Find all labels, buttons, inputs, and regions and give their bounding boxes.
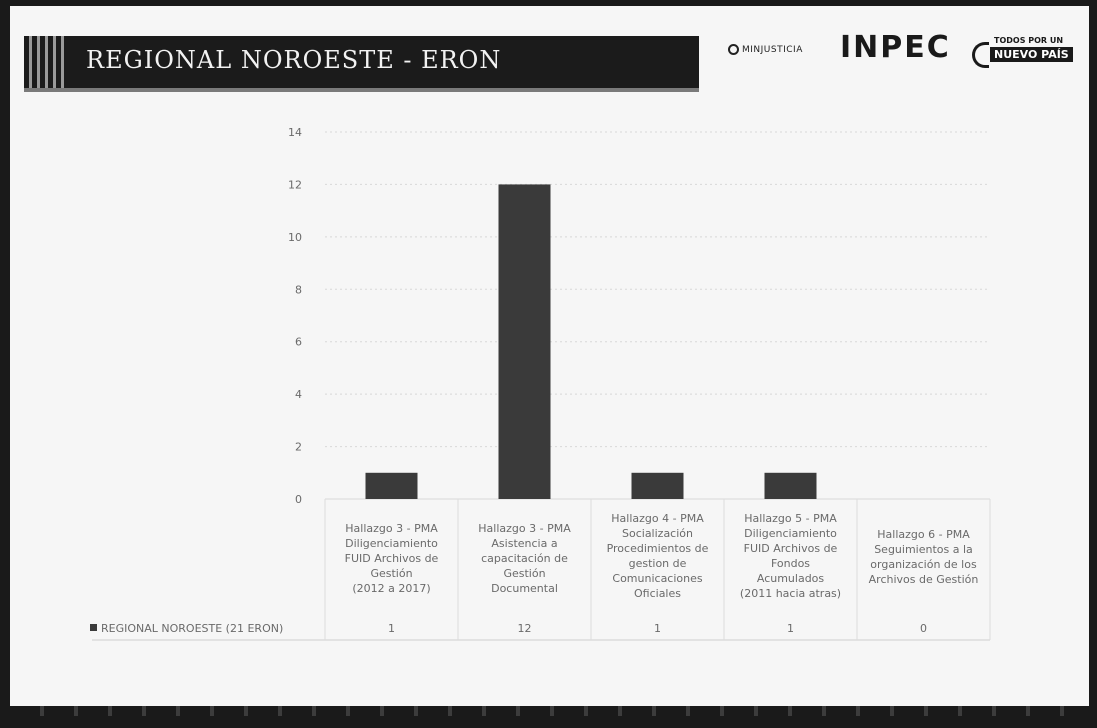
category-label: Acumulados bbox=[757, 572, 825, 585]
y-tick-label: 8 bbox=[295, 283, 302, 296]
category-label: Fondos bbox=[771, 557, 810, 570]
y-tick-label: 10 bbox=[288, 231, 302, 244]
slide: REGIONAL NOROESTE - ERON MINJUSTICIA INP… bbox=[10, 6, 1089, 716]
data-table-value: 12 bbox=[518, 622, 532, 635]
category-label: Hallazgo 5 - PMA bbox=[744, 512, 837, 525]
category-label: Diligenciamiento bbox=[345, 537, 438, 550]
y-tick-label: 2 bbox=[295, 441, 302, 454]
data-table-value: 0 bbox=[920, 622, 927, 635]
y-tick-label: 12 bbox=[288, 178, 302, 191]
bar bbox=[631, 472, 684, 499]
y-tick-label: 0 bbox=[295, 493, 302, 506]
bottom-bar bbox=[10, 706, 1089, 716]
category-label: Oficiales bbox=[634, 587, 681, 600]
category-label: Hallazgo 4 - PMA bbox=[611, 512, 704, 525]
y-tick-label: 4 bbox=[295, 388, 302, 401]
arc-icon bbox=[972, 42, 989, 68]
category-label: Diligenciamiento bbox=[744, 527, 837, 540]
legend-series-label: REGIONAL NOROESTE (21 ERON) bbox=[101, 622, 283, 635]
category-label: Socialización bbox=[622, 527, 693, 540]
inpec-logo: INPEC bbox=[840, 30, 951, 65]
category-label: Hallazgo 6 - PMA bbox=[877, 528, 970, 541]
category-label: capacitación de bbox=[481, 552, 568, 565]
category-label: Documental bbox=[491, 582, 558, 595]
y-tick-label: 6 bbox=[295, 336, 302, 349]
category-label: Hallazgo 3 - PMA bbox=[478, 522, 571, 535]
slide-title: REGIONAL NOROESTE - ERON bbox=[86, 46, 502, 74]
seal-icon bbox=[728, 44, 739, 55]
data-table-value: 1 bbox=[654, 622, 661, 635]
category-label: Hallazgo 3 - PMA bbox=[345, 522, 438, 535]
legend-swatch bbox=[90, 624, 97, 631]
logo-group: MINJUSTICIA INPEC TODOS POR UN NUEVO PAÍ… bbox=[710, 26, 1080, 76]
category-label: FUID Archivos de bbox=[345, 552, 439, 565]
category-label: gestion de bbox=[629, 557, 687, 570]
category-label: organización de los bbox=[870, 558, 977, 571]
category-label: Comunicaciones bbox=[612, 572, 702, 585]
category-label: Archivos de Gestión bbox=[869, 573, 979, 586]
bar bbox=[365, 472, 418, 499]
category-label: Gestión bbox=[503, 567, 545, 580]
minjusticia-logo: MINJUSTICIA bbox=[728, 44, 803, 55]
title-bar-stripes bbox=[24, 36, 68, 88]
category-label: Gestión bbox=[370, 567, 412, 580]
category-label: Procedimientos de bbox=[607, 542, 709, 555]
title-bar: REGIONAL NOROESTE - ERON bbox=[24, 36, 699, 92]
data-table-value: 1 bbox=[388, 622, 395, 635]
category-label: (2011 hacia atras) bbox=[740, 587, 841, 600]
category-label: Seguimientos a la bbox=[874, 543, 973, 556]
data-table-value: 1 bbox=[787, 622, 794, 635]
category-label: Asistencia a bbox=[491, 537, 557, 550]
category-label: (2012 a 2017) bbox=[352, 582, 430, 595]
category-label: FUID Archivos de bbox=[744, 542, 838, 555]
y-tick-label: 14 bbox=[288, 126, 302, 139]
bar bbox=[498, 184, 551, 499]
bar bbox=[764, 472, 817, 499]
